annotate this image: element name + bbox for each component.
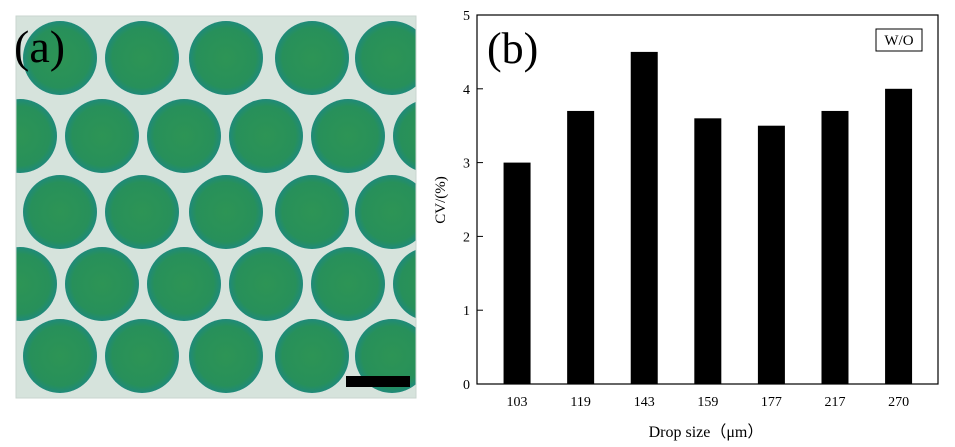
x-tick-label: 119 xyxy=(570,395,590,410)
y-tick-label: 3 xyxy=(463,157,470,172)
panel-b-label: (b) xyxy=(487,24,538,73)
droplet xyxy=(229,99,303,173)
droplet xyxy=(147,99,221,173)
y-tick-label: 4 xyxy=(463,83,470,98)
droplet xyxy=(355,175,416,249)
bar-143 xyxy=(630,51,658,385)
y-tick-label: 5 xyxy=(463,9,470,24)
panel-a-label: (a) xyxy=(14,21,65,72)
y-tick-label: 2 xyxy=(463,230,470,245)
legend-label: W/O xyxy=(884,33,913,49)
droplet xyxy=(393,249,416,319)
droplet xyxy=(355,319,416,393)
plot-frame xyxy=(476,14,939,385)
x-tick-label: 177 xyxy=(761,395,782,410)
droplet xyxy=(65,99,139,173)
x-tick-label: 159 xyxy=(697,395,718,410)
bar-159 xyxy=(694,118,722,384)
droplet xyxy=(311,99,385,173)
droplet xyxy=(105,319,179,393)
x-tick-label: 103 xyxy=(507,395,528,410)
x-tick-label: 270 xyxy=(888,395,909,410)
droplet xyxy=(189,319,263,393)
bar-217 xyxy=(821,110,849,384)
droplet xyxy=(16,99,57,173)
x-axis-label: Drop size（μm） xyxy=(649,423,764,441)
bar-270 xyxy=(885,88,913,385)
droplet xyxy=(23,175,97,249)
legend-box xyxy=(875,28,923,52)
droplet xyxy=(229,247,303,321)
droplet xyxy=(393,101,416,171)
x-tick-label: 143 xyxy=(634,395,655,410)
y-axis-ticks: 0 1 2 3 4 5 xyxy=(463,9,483,393)
droplet xyxy=(189,21,263,95)
y-tick-label: 0 xyxy=(463,378,470,393)
droplet xyxy=(275,175,349,249)
droplet xyxy=(275,21,349,95)
droplet xyxy=(105,21,179,95)
x-axis-ticks: 103 119 143 159 177 217 270 xyxy=(507,379,909,410)
droplet xyxy=(23,21,97,95)
micrograph-panel: (a) xyxy=(14,15,417,399)
x-tick-label: 217 xyxy=(824,395,845,410)
y-tick-label: 1 xyxy=(463,304,470,319)
droplet xyxy=(275,319,349,393)
droplet-array xyxy=(16,21,416,393)
y-axis-label: CV/(%) xyxy=(433,176,449,224)
droplet xyxy=(65,247,139,321)
bar-103 xyxy=(503,162,531,384)
droplet xyxy=(189,175,263,249)
droplet xyxy=(355,21,416,95)
droplet xyxy=(105,175,179,249)
micrograph-border xyxy=(15,15,417,399)
droplet xyxy=(23,319,97,393)
bar-177 xyxy=(757,125,785,384)
droplet xyxy=(311,247,385,321)
bar-chart: 0 1 2 3 4 5 103 119 143 159 177 217 270 (b) W/O CV/… xyxy=(433,9,939,441)
droplet xyxy=(147,247,221,321)
bar-119 xyxy=(567,110,595,384)
droplet xyxy=(16,247,57,321)
bar-series xyxy=(503,51,913,385)
scale-bar xyxy=(346,376,410,387)
